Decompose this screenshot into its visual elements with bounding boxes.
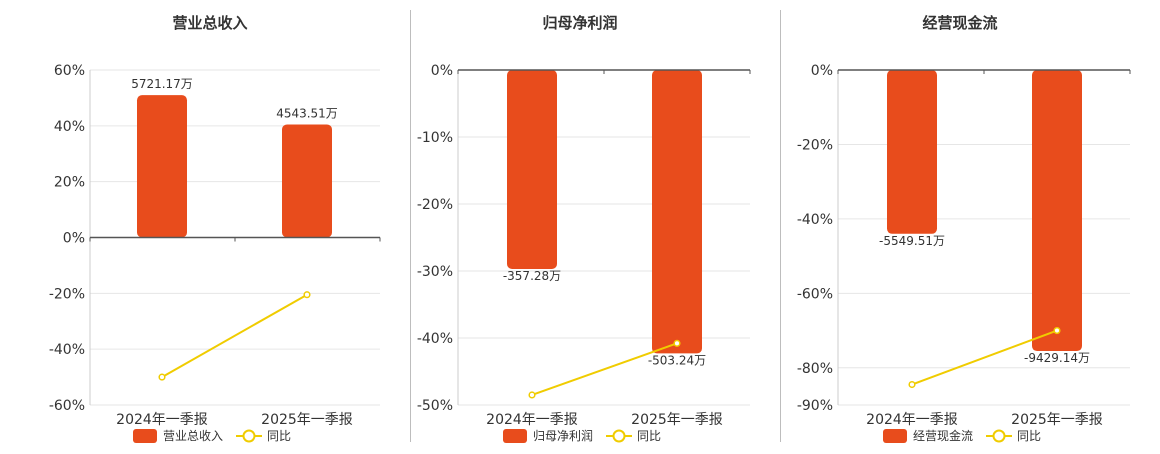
legend-line-label: 同比 bbox=[637, 429, 661, 443]
legend-line-marker bbox=[992, 429, 1006, 443]
legend-bar-swatch[interactable] bbox=[503, 429, 527, 443]
legend-bar-swatch[interactable] bbox=[883, 429, 907, 443]
x-tick-label: 2024年一季报 bbox=[116, 412, 208, 428]
x-tick-label: 2025年一季报 bbox=[631, 412, 723, 428]
x-tick-label: 2024年一季报 bbox=[486, 412, 578, 428]
y-tick-label: 60% bbox=[54, 63, 85, 79]
y-tick-label: 0% bbox=[811, 63, 833, 79]
yoy-point[interactable] bbox=[673, 339, 681, 347]
legend-bar-swatch[interactable] bbox=[133, 429, 157, 443]
y-tick-label: -40% bbox=[797, 212, 833, 228]
y-tick-label: 0% bbox=[431, 63, 453, 79]
y-tick-label: 20% bbox=[54, 175, 85, 191]
y-tick-label: -20% bbox=[797, 137, 833, 153]
legend-bar-label: 营业总收入 bbox=[163, 429, 223, 443]
legend-bar-label: 经营现金流 bbox=[913, 428, 973, 443]
legend-line-label: 同比 bbox=[267, 429, 291, 443]
y-tick-label: -50% bbox=[417, 398, 453, 414]
yoy-line bbox=[911, 329, 1058, 386]
bar[interactable] bbox=[137, 95, 187, 238]
bar[interactable] bbox=[507, 70, 557, 269]
yoy-point[interactable] bbox=[1053, 327, 1061, 335]
bar[interactable] bbox=[887, 70, 937, 234]
bar[interactable] bbox=[652, 70, 702, 354]
legend-bar-label: 归母净利润 bbox=[533, 429, 593, 443]
yoy-point[interactable] bbox=[303, 291, 311, 299]
bar-value-label: -503.24万 bbox=[648, 353, 706, 367]
y-tick-label: -10% bbox=[417, 130, 453, 146]
yoy-point[interactable] bbox=[528, 391, 536, 399]
yoy-point[interactable] bbox=[908, 380, 916, 389]
chart-title: 归母净利润 bbox=[542, 14, 617, 32]
bar-value-label: 4543.51万 bbox=[276, 106, 338, 120]
panel-divider bbox=[780, 10, 781, 442]
x-tick-label: 2024年一季报 bbox=[866, 412, 958, 428]
y-tick-label: -60% bbox=[797, 286, 833, 302]
y-tick-label: 0% bbox=[63, 231, 85, 247]
bar[interactable] bbox=[282, 124, 332, 238]
bar[interactable] bbox=[1032, 70, 1082, 352]
y-tick-label: -40% bbox=[49, 342, 85, 358]
y-tick-label: 40% bbox=[54, 119, 85, 135]
y-tick-label: -30% bbox=[417, 264, 453, 280]
legend-line-marker bbox=[612, 429, 626, 443]
chart-title: 经营现金流 bbox=[922, 14, 997, 32]
yoy-point[interactable] bbox=[158, 373, 166, 381]
y-tick-label: -90% bbox=[797, 398, 833, 414]
legend-line-marker bbox=[242, 429, 256, 443]
panel-divider bbox=[410, 10, 411, 442]
y-tick-label: -80% bbox=[797, 361, 833, 377]
x-tick-label: 2025年一季报 bbox=[1011, 412, 1103, 428]
bar-value-label: -357.28万 bbox=[503, 269, 561, 283]
y-tick-label: -40% bbox=[417, 331, 453, 347]
yoy-line bbox=[531, 342, 678, 396]
bar-value-label: 5721.17万 bbox=[131, 77, 193, 91]
x-tick-label: 2025年一季报 bbox=[261, 412, 353, 428]
y-tick-label: -20% bbox=[49, 286, 85, 302]
bar-value-label: -9429.14万 bbox=[1024, 351, 1090, 365]
y-tick-label: -60% bbox=[49, 398, 85, 414]
legend-line-label: 同比 bbox=[1017, 429, 1041, 443]
y-tick-label: -20% bbox=[417, 197, 453, 213]
bar-value-label: -5549.51万 bbox=[879, 234, 945, 248]
yoy-line bbox=[161, 293, 308, 378]
chart-title: 营业总收入 bbox=[172, 14, 247, 32]
